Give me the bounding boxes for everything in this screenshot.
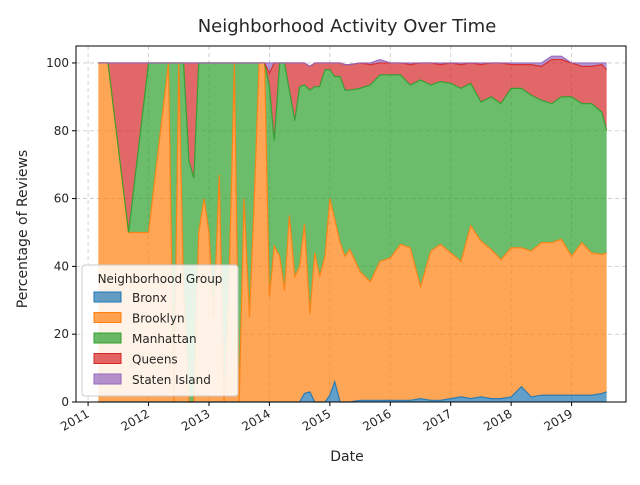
- y-tick-label: 80: [54, 124, 69, 138]
- legend: Neighborhood Group Bronx Brooklyn Manhattan…: [81, 264, 239, 397]
- chart-title: Neighborhood Activity Over Time: [198, 16, 497, 37]
- legend-label-queens: Queens: [132, 353, 178, 367]
- legend-label-brooklyn: Brooklyn: [132, 312, 185, 326]
- legend-label-staten-island: Staten Island: [132, 373, 211, 387]
- y-axis-label: Percentage of Reviews: [15, 150, 31, 308]
- legend-label-bronx: Bronx: [132, 291, 167, 305]
- y-tick-label: 40: [54, 259, 69, 273]
- x-axis-label: Date: [330, 449, 363, 465]
- legend-title: Neighborhood Group: [98, 272, 223, 286]
- line-staten-island: [98, 55, 607, 68]
- legend-swatch-brooklyn: [93, 312, 122, 323]
- legend-swatch-bronx: [93, 291, 122, 303]
- legend-swatch-staten-island: [93, 373, 122, 385]
- y-tick-label: 0: [61, 395, 69, 409]
- line-brooklyn: [98, 62, 607, 403]
- axes-border: [75, 45, 627, 403]
- legend-label-manhattan: Manhattan: [132, 332, 197, 346]
- axes-frame: [75, 45, 627, 403]
- legend-swatch-manhattan: [93, 332, 122, 344]
- y-tick-label: 60: [54, 192, 69, 206]
- area-brooklyn: [98, 62, 607, 402]
- y-tick-label: 20: [54, 327, 69, 341]
- y-axis-ticks: 0 20 40 60 80 100: [46, 56, 76, 409]
- area-bronx: [98, 381, 607, 402]
- legend-swatch-queens: [93, 353, 122, 364]
- area-staten-island: [98, 56, 607, 74]
- y-tick-label: 100: [46, 56, 69, 70]
- area-queens: [98, 59, 607, 233]
